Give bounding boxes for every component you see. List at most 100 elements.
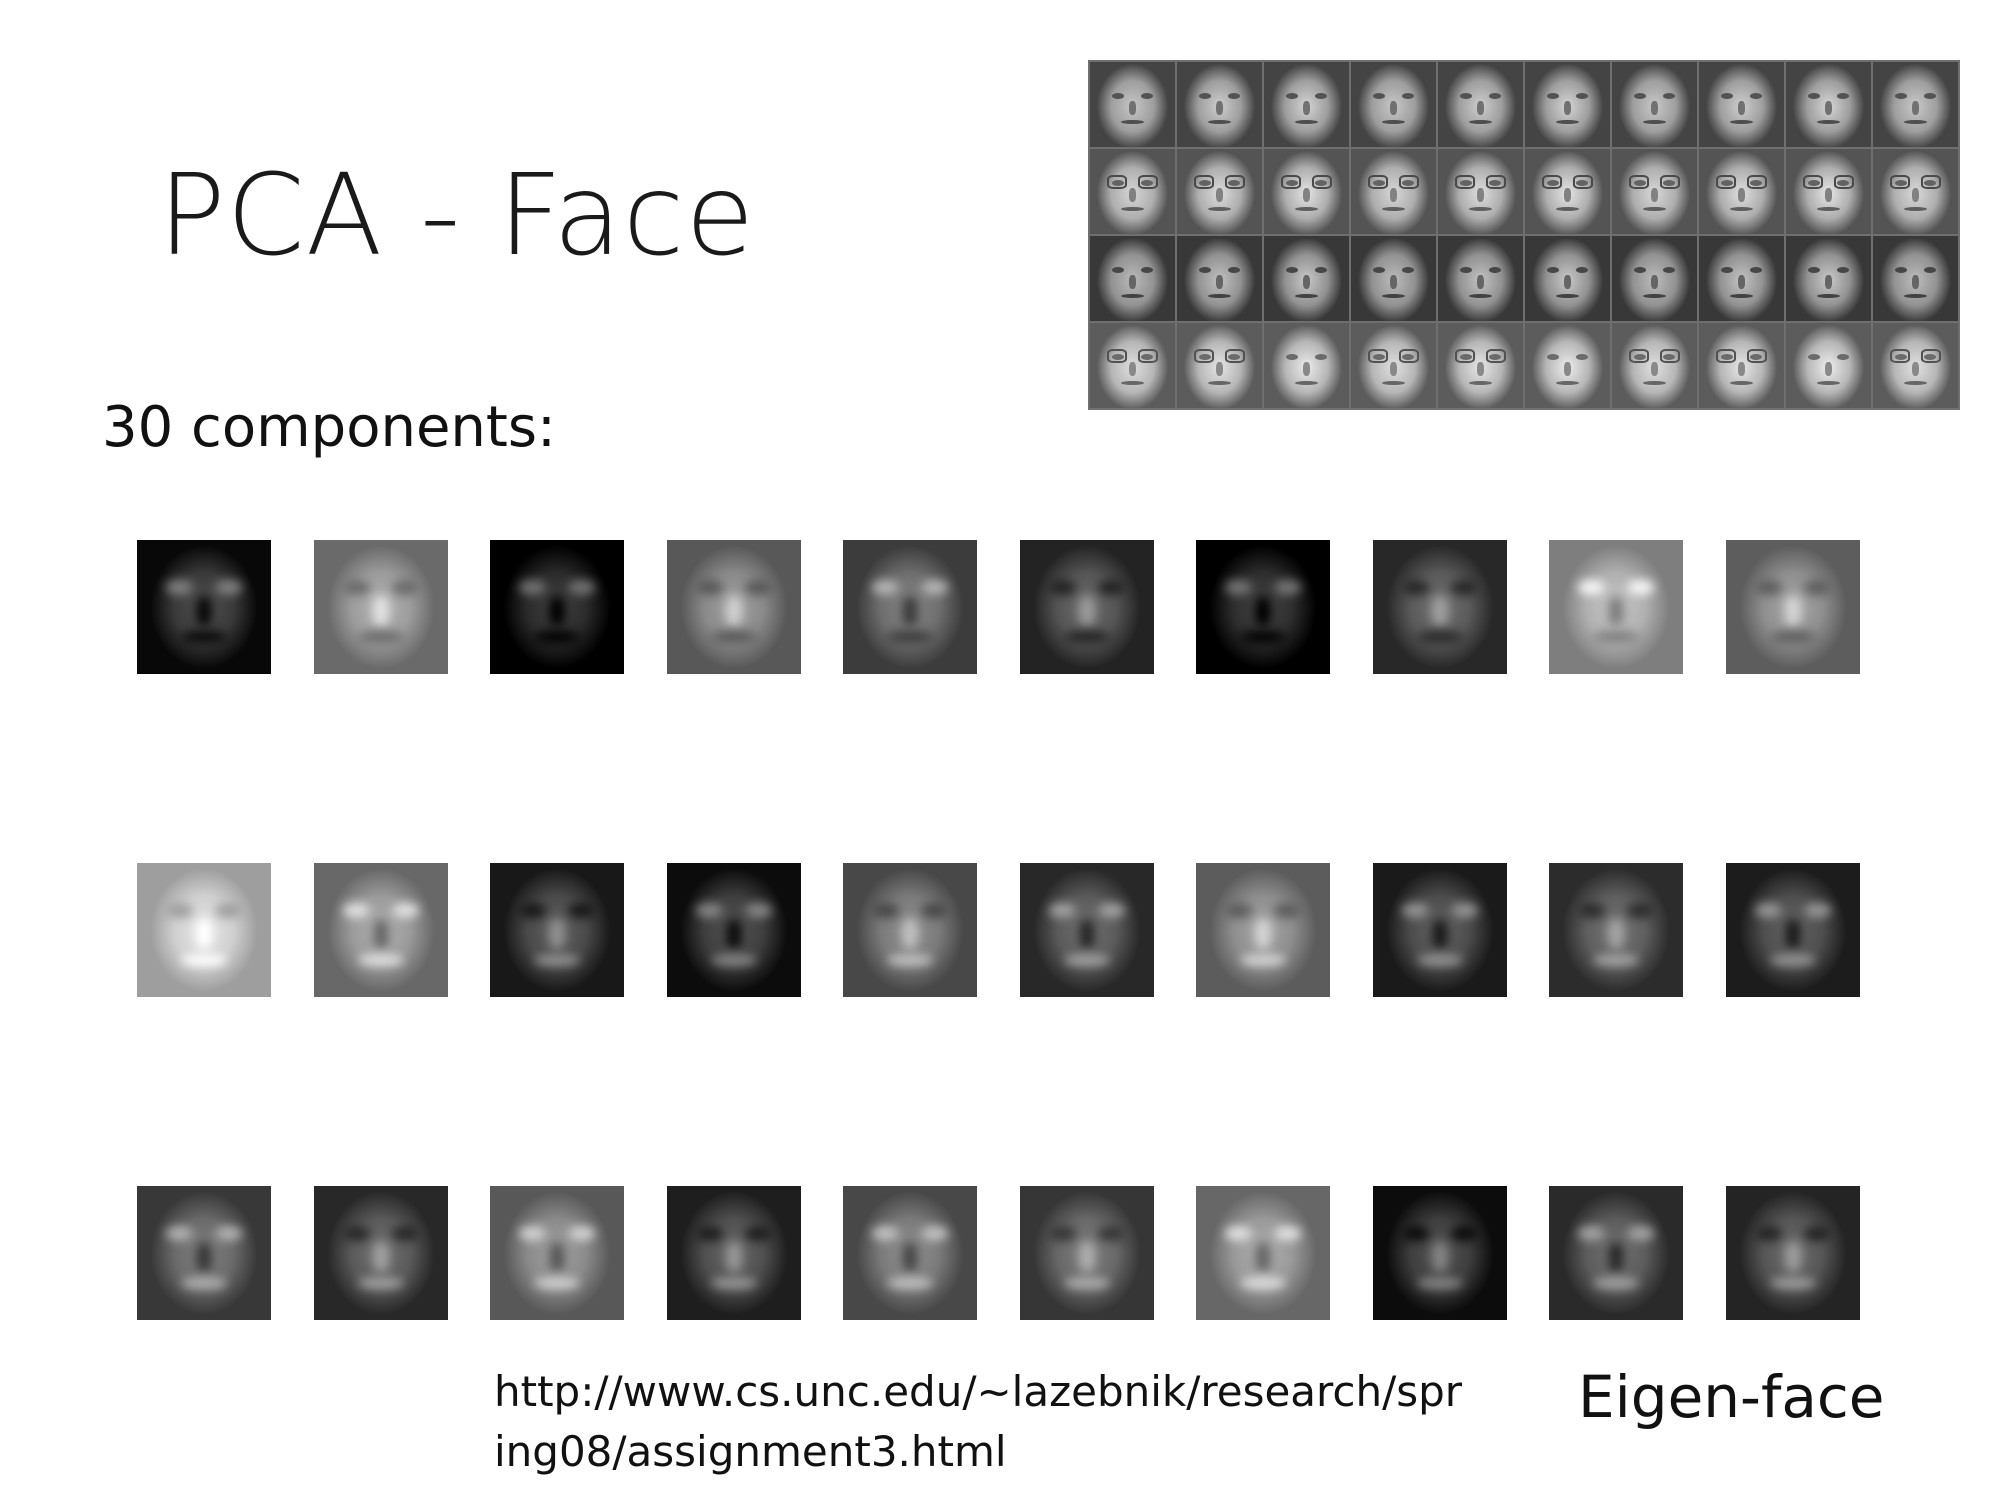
eigenface-nose [1431, 919, 1449, 949]
eigenface [490, 1186, 624, 1320]
eigenface [1726, 863, 1860, 997]
face-glasses [1716, 175, 1737, 189]
face-eye [1721, 353, 1733, 360]
eigenface-nose [1078, 1242, 1096, 1272]
eigenface-mouth [1770, 631, 1816, 644]
face-mouth [1120, 293, 1145, 299]
face-mouth [1381, 293, 1406, 299]
source-url[interactable]: http://www.cs.unc.edu/~lazebnik/research… [494, 1362, 1474, 1482]
eigenface-mouth [358, 1277, 404, 1290]
face-eye [1460, 266, 1472, 273]
eigenface-nose [1784, 919, 1802, 949]
face-eye [1924, 353, 1936, 360]
face-glasses [1455, 175, 1476, 189]
face-glasses [1107, 349, 1128, 363]
eigenface-nose [1254, 596, 1272, 626]
face-glasses [1224, 175, 1245, 189]
face-nose [1738, 188, 1745, 202]
eigenface [1020, 540, 1154, 674]
face-eye [1837, 179, 1849, 186]
face-eye [1315, 92, 1327, 99]
sample-face [1525, 323, 1610, 408]
sample-face [1438, 236, 1523, 321]
eigenface-nose [372, 919, 390, 949]
eigenface-mouth [181, 631, 227, 644]
eigenface-eye [696, 903, 724, 918]
eigenface-eye [391, 1226, 419, 1241]
face-nose [1477, 188, 1484, 202]
eigenface-mouth [887, 954, 933, 967]
face-eye [1895, 179, 1907, 186]
face-eye [1228, 353, 1240, 360]
face-eye [1141, 179, 1153, 186]
sample-faces-grid [1088, 60, 1960, 410]
face-nose [1825, 275, 1832, 289]
eigenface-mouth [1593, 631, 1639, 644]
eigenface [1196, 1186, 1330, 1320]
face-glasses [1194, 349, 1215, 363]
face-eye [1489, 92, 1501, 99]
face-eye [1634, 353, 1646, 360]
eigenface-nose [725, 596, 743, 626]
eigenface [1549, 540, 1683, 674]
sample-face [1090, 62, 1175, 147]
eigenface-mouth [1240, 631, 1286, 644]
face-glasses [1368, 175, 1389, 189]
eigenface [314, 863, 448, 997]
face-eye [1460, 92, 1472, 99]
sample-face [1612, 236, 1697, 321]
sample-face [1264, 149, 1349, 234]
eigenface-nose [1431, 596, 1449, 626]
face-glasses [1833, 175, 1854, 189]
face-nose [1564, 188, 1571, 202]
face-mouth [1729, 293, 1754, 299]
face-mouth [1381, 206, 1406, 212]
face-glasses [1194, 175, 1215, 189]
face-eye [1373, 353, 1385, 360]
eigenface [1196, 540, 1330, 674]
sample-face [1699, 323, 1784, 408]
face-eye [1373, 179, 1385, 186]
eigenface-mouth [1770, 1277, 1816, 1290]
face-nose [1651, 275, 1658, 289]
face-mouth [1555, 119, 1580, 125]
face-eye [1837, 266, 1849, 273]
sample-face [1699, 236, 1784, 321]
face-nose [1912, 188, 1919, 202]
face-eye [1402, 179, 1414, 186]
face-eye [1576, 266, 1588, 273]
sample-face [1351, 323, 1436, 408]
face-mouth [1294, 119, 1319, 125]
slide-title: PCA - Face [158, 151, 756, 281]
eigenface-nose [1607, 596, 1625, 626]
face-eye [1547, 353, 1559, 360]
face-nose [1825, 101, 1832, 115]
face-glasses [1629, 349, 1650, 363]
face-glasses [1107, 175, 1128, 189]
eigenface-nose [1078, 596, 1096, 626]
face-eye [1576, 353, 1588, 360]
face-eye [1199, 179, 1211, 186]
face-mouth [1120, 380, 1145, 386]
sample-face [1438, 149, 1523, 234]
face-mouth [1642, 293, 1667, 299]
face-glasses [1485, 349, 1506, 363]
face-nose [1564, 101, 1571, 115]
face-glasses [1746, 349, 1767, 363]
eigenface-eye [1626, 580, 1654, 595]
face-eye [1373, 266, 1385, 273]
eigenface-eye [1803, 580, 1831, 595]
eigenface-nose [901, 1242, 919, 1272]
eigenface-mouth [1417, 631, 1463, 644]
face-nose [1216, 188, 1223, 202]
eigenface-mouth [887, 631, 933, 644]
sample-face [1351, 62, 1436, 147]
eigenface-eye [567, 580, 595, 595]
face-glasses [1455, 349, 1476, 363]
eigenface-eye [920, 1226, 948, 1241]
eigenface-eye [343, 1226, 371, 1241]
face-eye [1460, 179, 1472, 186]
eigenface-eye [214, 1226, 242, 1241]
sample-face [1699, 62, 1784, 147]
face-glasses [1485, 175, 1506, 189]
